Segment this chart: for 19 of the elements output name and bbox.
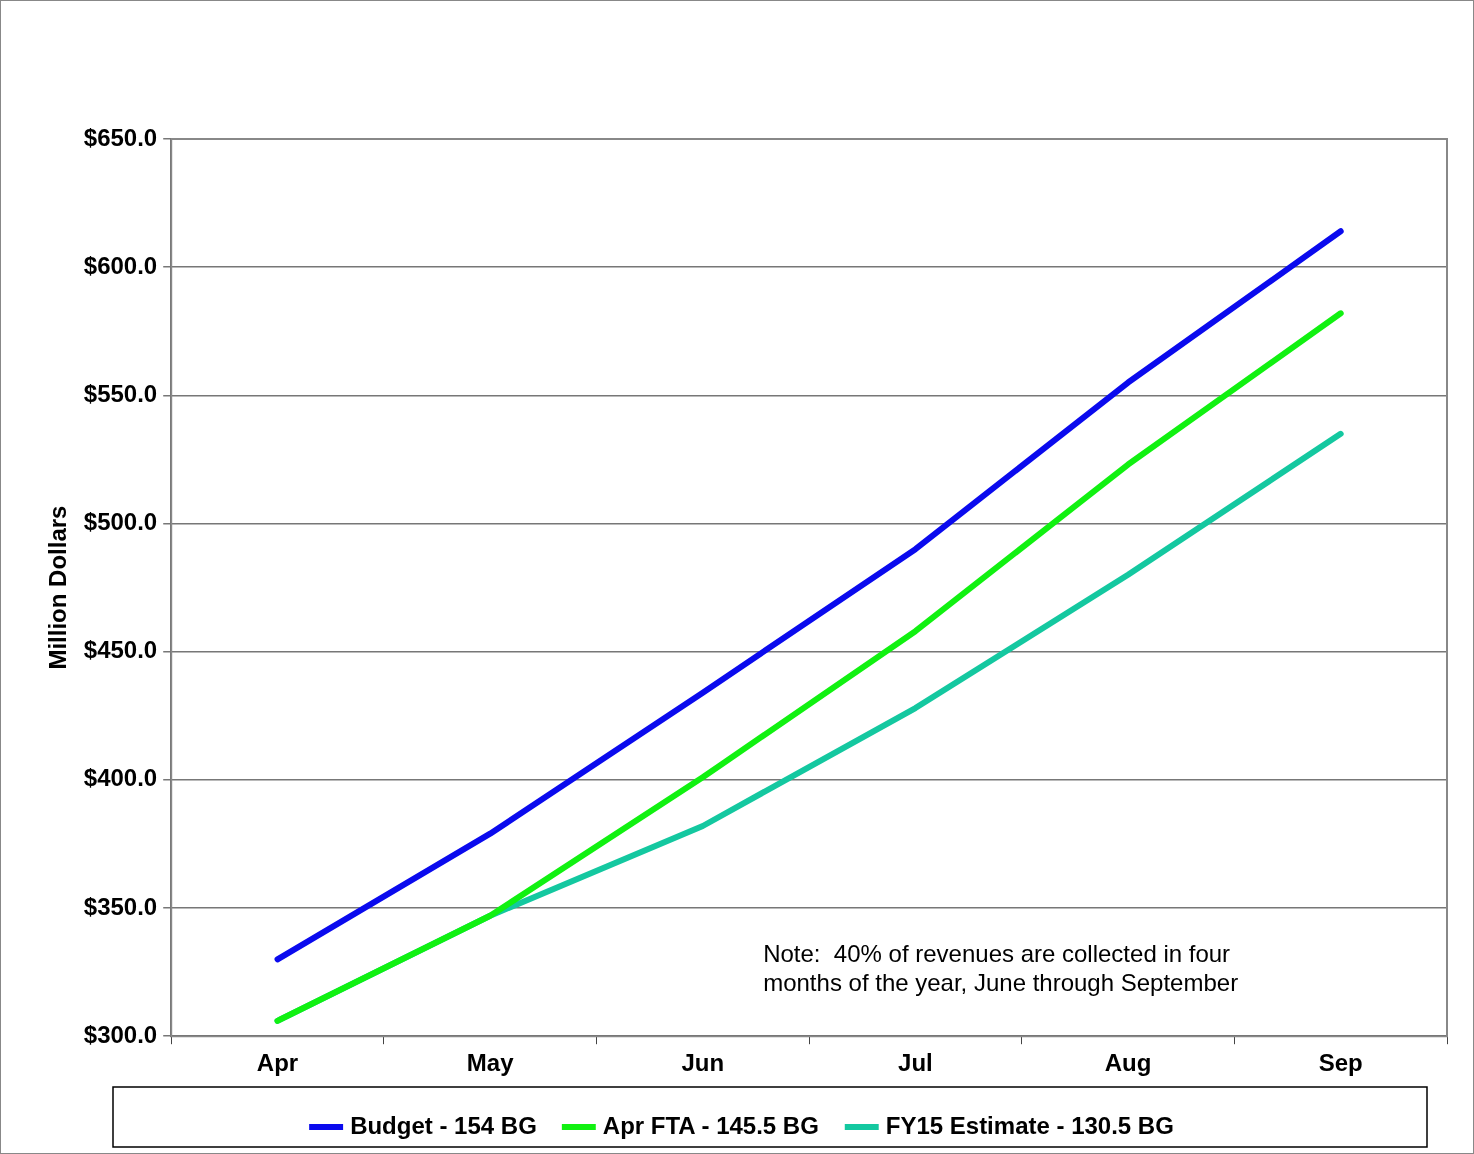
x-tick-label: Apr	[256, 1049, 299, 1077]
y-tick-label: $650.0	[83, 123, 158, 151]
x-tick-label: Sep	[1318, 1049, 1363, 1077]
y-tick-label: $350.0	[83, 892, 158, 920]
x-tick-label: Aug	[1104, 1049, 1152, 1077]
y-tick-label: $300.0	[83, 1020, 158, 1048]
y-tick-label: $450.0	[83, 636, 158, 664]
legend-label: Apr FTA - 145.5 BG	[602, 1111, 819, 1139]
y-tick-label: $550.0	[83, 379, 158, 407]
legend-label: FY15 Estimate - 130.5 BG	[885, 1111, 1174, 1139]
y-tick-label: $500.0	[83, 508, 158, 536]
y-axis-title: Million Dollars	[44, 505, 72, 670]
legend-label: Budget - 154 BG	[350, 1111, 537, 1139]
x-tick-label: Jun	[681, 1049, 725, 1077]
y-tick-label: $400.0	[83, 764, 158, 792]
x-tick-label: Jul	[898, 1049, 933, 1077]
x-tick-label: May	[466, 1049, 515, 1077]
annotation: Note: 40% of revenues are collected in four months of the year, June through September	[763, 940, 1239, 997]
y-tick-label: $600.0	[83, 251, 158, 279]
